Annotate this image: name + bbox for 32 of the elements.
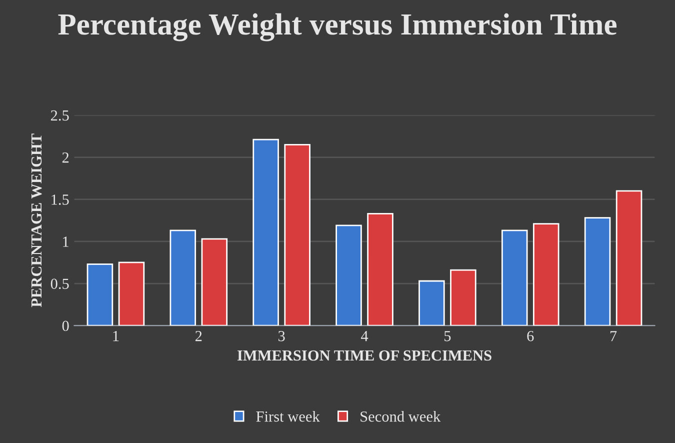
- bar: [450, 269, 476, 326]
- x-tick-label: 4: [360, 331, 368, 342]
- y-tick-label: 0: [62, 320, 69, 332]
- bar: [86, 263, 114, 326]
- y-axis-title: PERCENTAGE WEIGHT: [31, 134, 42, 308]
- y-tick-label: 1: [63, 236, 68, 247]
- chart-title: Percentage Weight versus Immersion Time: [58, 13, 617, 42]
- bar: [336, 224, 362, 326]
- x-tick-label: 1: [113, 330, 119, 342]
- bar: [418, 280, 445, 326]
- bar: [118, 262, 145, 326]
- bar: [252, 138, 279, 326]
- y-tick-label: 2: [62, 152, 69, 163]
- x-tick-label: 5: [444, 331, 451, 342]
- bar: [616, 190, 642, 326]
- bar: [584, 217, 611, 326]
- bar: [532, 223, 560, 326]
- legend-label: First week: [256, 410, 320, 422]
- bar: [201, 238, 228, 326]
- x-tick-label: 3: [278, 330, 285, 342]
- y-tick-label: 0.5: [50, 278, 69, 290]
- x-tick-label: 7: [610, 331, 617, 342]
- legend-label: Second week: [360, 410, 441, 422]
- bar: [284, 144, 310, 326]
- y-tick-label: 1.5: [52, 194, 69, 205]
- bar: [501, 230, 528, 326]
- bar: [367, 212, 394, 326]
- y-tick-label: 2.5: [50, 110, 69, 121]
- bar: [170, 230, 196, 326]
- x-tick-label: 6: [527, 330, 534, 342]
- x-axis-title: IMMERSION TIME OF SPECIMENS: [237, 350, 492, 361]
- x-tick-label: 2: [195, 330, 202, 342]
